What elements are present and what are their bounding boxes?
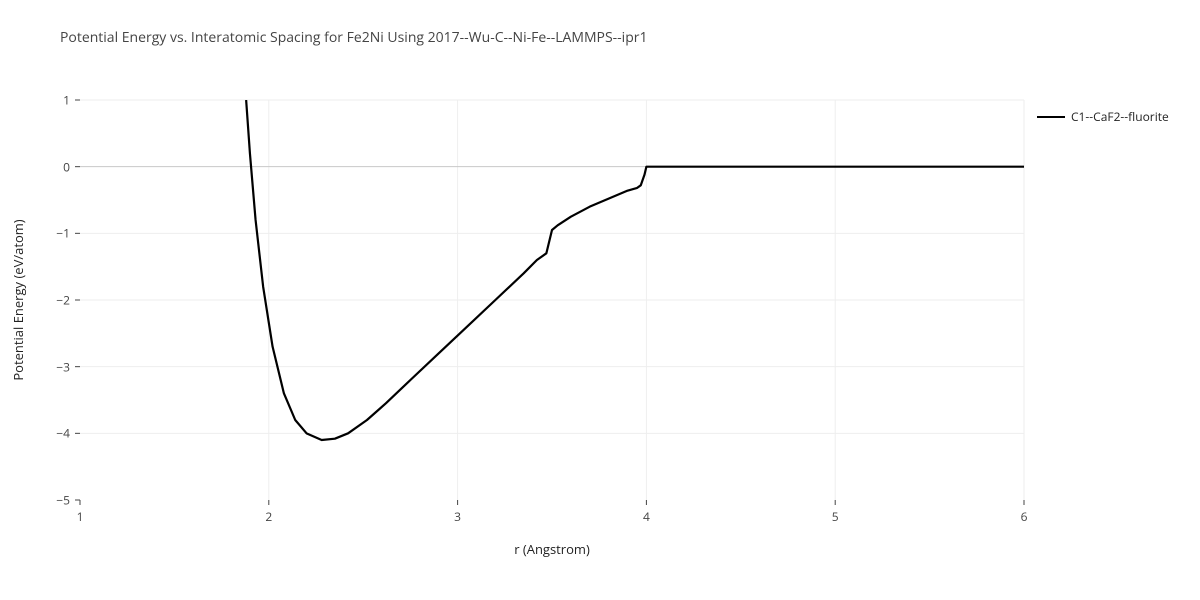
y-tick-label: 1 (63, 92, 70, 109)
y-tick-label: −2 (56, 292, 70, 309)
x-tick-label: 3 (454, 508, 461, 525)
x-tick-label: 1 (77, 508, 84, 525)
x-tick-label: 4 (643, 508, 650, 525)
x-tick-label: 6 (1021, 508, 1028, 525)
x-tick-label: 5 (832, 508, 839, 525)
y-tick-label: −5 (56, 492, 70, 509)
x-tick-label: 2 (265, 508, 272, 525)
y-tick-label: 0 (63, 158, 70, 175)
y-tick-label: −3 (56, 358, 70, 375)
y-tick-label: −4 (56, 425, 70, 442)
chart-container: Potential Energy vs. Interatomic Spacing… (0, 0, 1200, 600)
y-tick-label: −1 (56, 225, 70, 242)
